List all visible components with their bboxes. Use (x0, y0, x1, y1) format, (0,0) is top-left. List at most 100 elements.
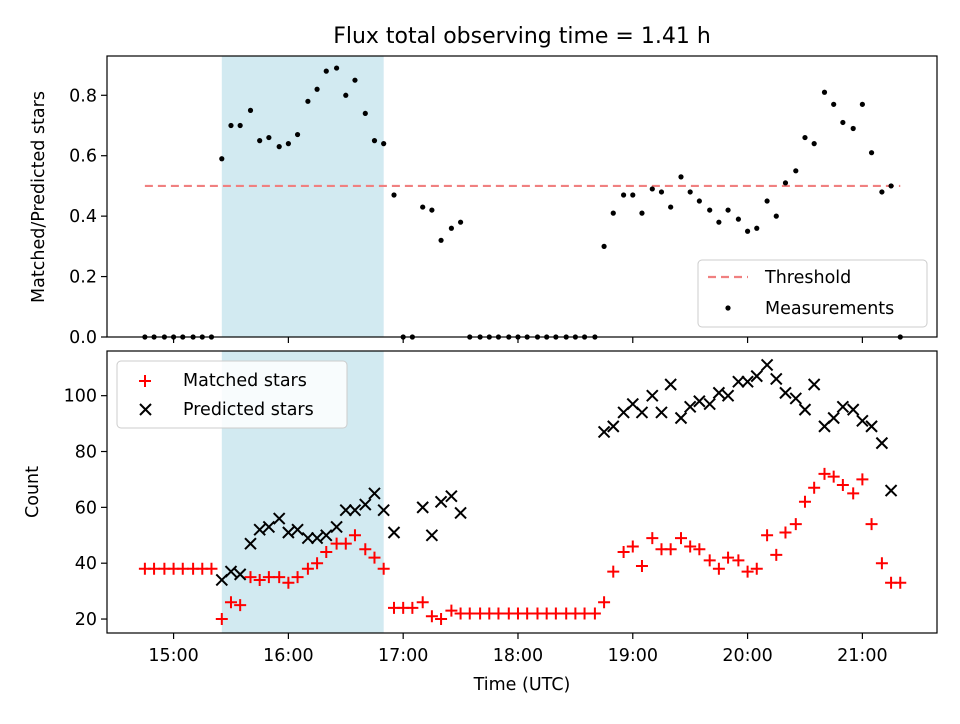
predicted-star-point (368, 487, 381, 500)
predicted-star-point (445, 489, 458, 503)
matched-star-point (808, 481, 821, 494)
measurement-point (381, 141, 387, 147)
matched-star-point (406, 601, 419, 614)
predicted-star-point (454, 506, 467, 520)
predicted-star-point (646, 389, 659, 402)
predicted-star-point (884, 484, 898, 497)
predicted-star-point (253, 523, 266, 536)
matched-star-point (253, 573, 266, 586)
measurement-point (323, 68, 329, 74)
measurement-point (868, 150, 875, 156)
matched-star-point (425, 610, 438, 623)
matched-star-point (865, 518, 878, 531)
predicted-star-point (807, 378, 821, 391)
legend-matched-label: Matched stars (183, 371, 307, 391)
matched-star-point (836, 479, 849, 492)
x-tick-label: 21:00 (837, 646, 887, 666)
x-tick-label: 17:00 (378, 646, 428, 666)
bottom-y-tick-label: 40 (75, 554, 97, 574)
measurement-point (448, 225, 454, 231)
predicted-star-point (712, 386, 726, 400)
measurement-point (610, 210, 616, 216)
matched-star-point (176, 562, 189, 575)
predicted-star-point (856, 414, 869, 428)
matched-star-point (827, 470, 840, 483)
matched-star-point (712, 562, 725, 575)
matched-star-point (348, 529, 361, 542)
matched-star-point (311, 557, 324, 570)
measurement-point (782, 180, 789, 186)
predicted-star-point (750, 369, 763, 383)
predicted-star-point (320, 529, 333, 542)
top-y-tick-label: 0.0 (69, 328, 97, 348)
measurement-point (744, 228, 751, 234)
measurement-point (725, 207, 731, 213)
matched-star-point (521, 607, 534, 620)
measurement-point (371, 138, 378, 144)
measurement-point (228, 122, 234, 129)
predicted-star-point (635, 406, 649, 419)
measurement-point (802, 134, 808, 141)
measurement-point (343, 92, 349, 98)
predicted-star-point (664, 378, 677, 391)
matched-star-point (646, 532, 659, 545)
matched-star-point (789, 518, 802, 531)
matched-star-point (234, 599, 247, 612)
measurement-point (811, 141, 817, 147)
top-y-tick-label: 0.2 (69, 268, 97, 288)
matched-star-point (635, 559, 648, 572)
measurement-point (859, 101, 865, 107)
measurement-point (831, 101, 837, 107)
matched-star-point (435, 613, 448, 626)
matched-star-point (205, 562, 218, 575)
predicted-star-point (310, 531, 324, 545)
matched-star-point (320, 546, 333, 559)
legend-predicted-swatch (139, 403, 152, 416)
matched-star-point (761, 529, 774, 542)
matched-star-point (301, 562, 314, 575)
legend-matched-swatch (139, 375, 151, 387)
measurement-point (707, 207, 713, 213)
measurement-point (850, 125, 856, 132)
measurement-point (620, 192, 627, 198)
predicted-star-point (262, 520, 276, 534)
matched-star-point (445, 604, 458, 617)
measurement-point (888, 183, 894, 189)
predicted-star-point (655, 406, 668, 419)
predicted-star-point (846, 403, 860, 416)
predicted-star-point (798, 403, 812, 416)
predicted-star-point (770, 372, 783, 386)
top-highlight-span (221, 56, 384, 337)
legend-threshold-label: Threshold (764, 268, 851, 288)
x-tick-label: 19:00 (608, 646, 658, 666)
matched-star-point (262, 571, 275, 584)
measurement-point (219, 156, 225, 162)
matched-star-point (598, 596, 611, 609)
measurement-point (391, 192, 397, 198)
matched-star-point (588, 607, 601, 620)
measurement-point (639, 210, 645, 216)
matched-star-point (377, 562, 390, 575)
predicted-star-point (607, 420, 620, 433)
top-y-tick-label: 0.6 (69, 147, 97, 167)
predicted-star-point (875, 436, 889, 450)
matched-star-point (818, 467, 831, 480)
measurement-point (285, 141, 291, 147)
measurement-point (257, 138, 263, 144)
matched-star-point (607, 565, 620, 578)
top-panel: 0.00.20.40.60.8 Matched/Predicted stars … (29, 55, 938, 348)
bottom-legend-frame (116, 360, 348, 429)
bottom-y-axis-label: Count (23, 466, 43, 518)
predicted-star-point (339, 503, 352, 517)
measurement-point (754, 225, 760, 231)
top-legend-frame (697, 259, 928, 328)
matched-star-point (492, 607, 505, 620)
measurement-point (314, 86, 320, 92)
measurement-point (237, 122, 243, 129)
measurement-point (687, 189, 693, 195)
predicted-star-point (348, 503, 362, 517)
predicted-star-point (244, 537, 257, 550)
predicted-star-point (301, 531, 315, 545)
measurement-point (333, 65, 340, 71)
bottom-panel: 20 40 60 80 100 15:00 16:00 17:00 18:00 19:00 20:0… (23, 350, 938, 695)
